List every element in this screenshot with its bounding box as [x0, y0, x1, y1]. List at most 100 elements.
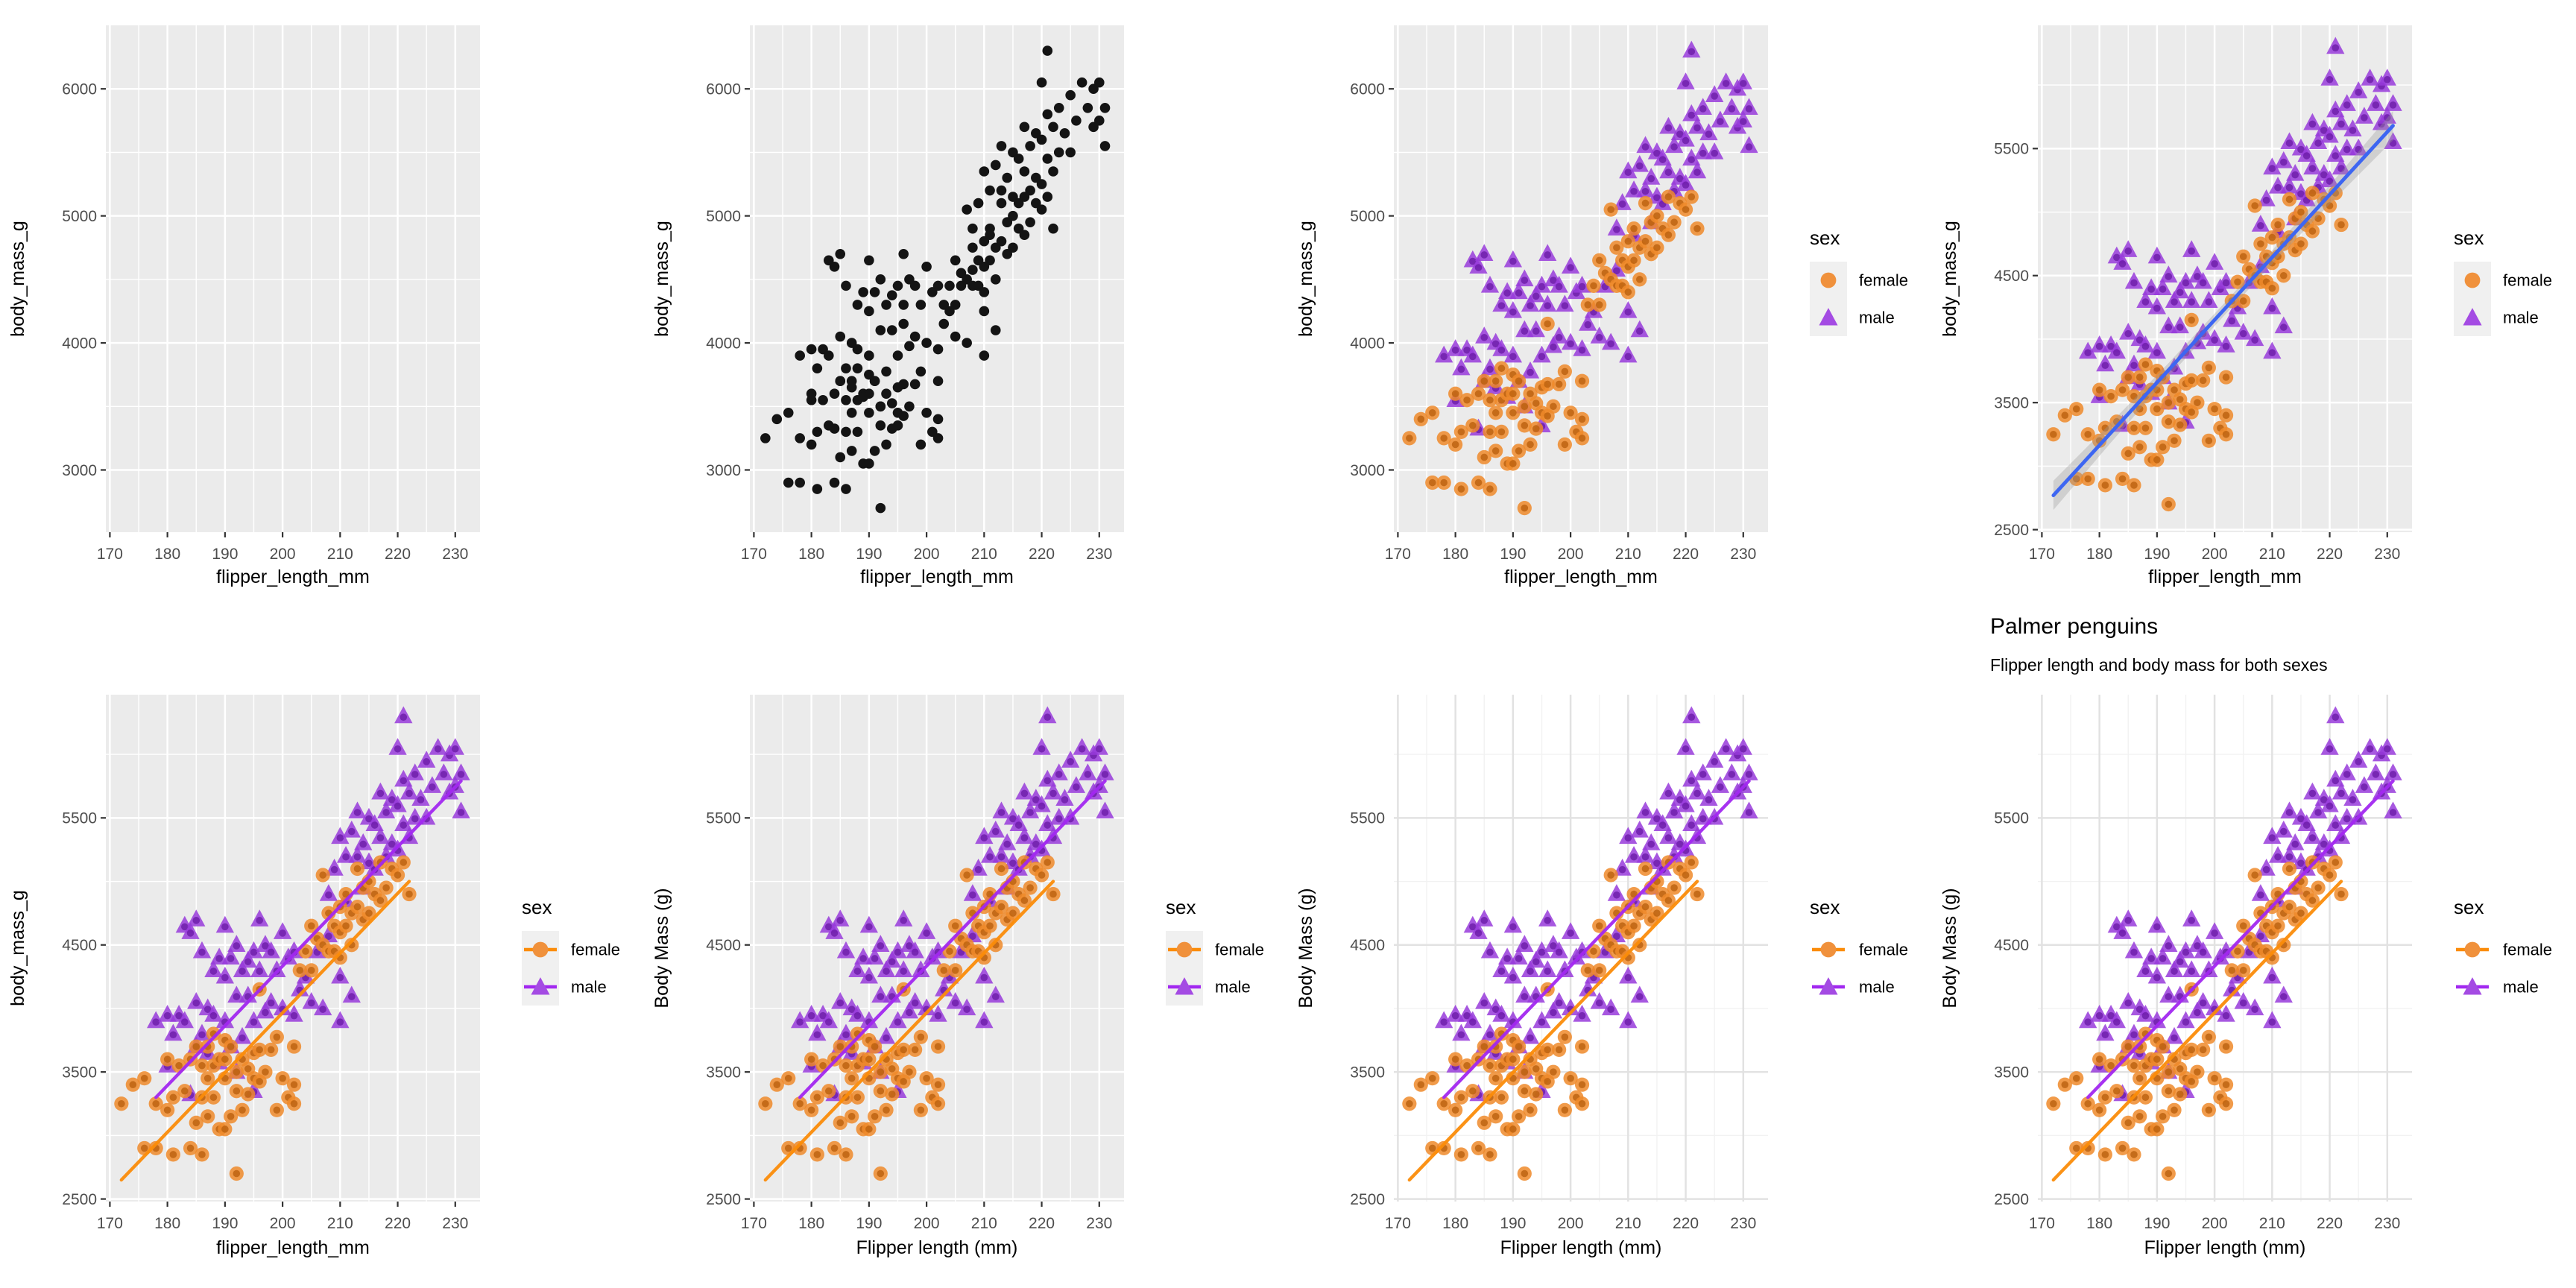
data-point-female-core	[1428, 408, 1436, 417]
legend-key-female-circle-icon	[1820, 941, 1837, 958]
data-point-male-core	[871, 955, 879, 962]
data-point-female-core	[2234, 947, 2241, 956]
data-point	[985, 255, 995, 266]
data-point-female-core	[2222, 1081, 2230, 1089]
y-tick-label: 5500	[1994, 141, 2029, 158]
data-point-male-core	[1688, 713, 1696, 721]
data-point-male-core	[2279, 323, 2288, 331]
x-tick-label: 220	[1029, 546, 1055, 563]
data-point-female-core	[1584, 301, 1592, 309]
data-point-female-core	[2130, 392, 2138, 400]
data-point-female-core	[1474, 479, 1483, 487]
x-tick-label: 180	[154, 546, 180, 563]
data-point-female-core	[2135, 1113, 2144, 1120]
data-point-female-core	[819, 1061, 827, 1070]
data-point-male-core	[2285, 183, 2294, 192]
data-point-male-core	[2308, 834, 2317, 842]
data-point	[1093, 116, 1105, 126]
data-point-male-core	[1705, 130, 1713, 138]
data-point-male-core	[2159, 285, 2167, 293]
data-point-female-core	[2153, 405, 2161, 413]
data-point-male-core	[330, 865, 338, 874]
plot-2-points-svg: 170 180 190 200 210 220 230 3000 4000 5000 6000 fli…	[651, 25, 1124, 587]
data-point-female-core	[1590, 282, 1597, 290]
data-point-male-core	[1664, 168, 1673, 176]
legend-title: sex	[2454, 896, 2484, 918]
data-point-male-core	[969, 891, 976, 899]
data-point-male-core	[2153, 304, 2161, 312]
data-point-male-core	[1670, 143, 1678, 151]
data-point-female-core	[997, 903, 1006, 911]
legend-key-female-circle-icon	[2464, 941, 2481, 958]
data-point	[806, 439, 817, 450]
data-point	[932, 433, 944, 443]
data-point	[904, 401, 915, 412]
data-point-male-core	[163, 1011, 171, 1020]
data-point-male-core	[1699, 815, 1707, 823]
data-point-female-core	[2159, 1043, 2167, 1050]
data-point-male-core	[2188, 298, 2196, 306]
data-point-male-core	[1003, 840, 1011, 848]
data-point-male-core	[2257, 932, 2264, 940]
data-point-male-core	[1480, 251, 1489, 259]
data-point-male-core	[1550, 343, 1557, 351]
data-point-female-core	[2050, 1099, 2057, 1108]
data-point-male-core	[203, 1006, 212, 1013]
data-point-female-core	[1607, 871, 1614, 879]
data-point-female-core	[1532, 1090, 1540, 1098]
data-point	[864, 306, 874, 317]
data-point-male-core	[1664, 834, 1673, 842]
data-point-male-core	[1032, 796, 1040, 804]
data-point-female-core	[2084, 475, 2092, 483]
data-point-male-core	[980, 834, 988, 842]
data-point-male-core	[1711, 758, 1718, 765]
data-point-male-core	[997, 853, 1006, 861]
data-point-female-core	[296, 967, 304, 974]
data-point-male-core	[1463, 346, 1471, 354]
data-point-female-core	[2274, 890, 2282, 898]
data-point-male-core	[2188, 247, 2196, 255]
data-point-female-core	[2130, 424, 2138, 432]
data-point	[979, 166, 990, 177]
data-point-female-core	[1544, 1046, 1552, 1054]
data-point-female-core	[2141, 1093, 2150, 1102]
data-point-male-core	[1578, 1011, 1586, 1020]
data-point-male-core	[1624, 973, 1632, 982]
data-point-female-core	[1521, 1169, 1529, 1178]
x-tick-label: 180	[2086, 546, 2112, 563]
data-point-female-core	[2268, 284, 2276, 292]
x-tick-label: 190	[1500, 1215, 1526, 1232]
data-point-female-core	[946, 947, 953, 956]
data-point-female-core	[302, 947, 309, 956]
data-point-female-core	[244, 1090, 252, 1098]
data-point	[979, 287, 990, 297]
data-point-female-core	[1509, 1126, 1517, 1133]
data-point-male-core	[2332, 777, 2340, 785]
data-point-female-core	[865, 1055, 873, 1063]
legend-label: female	[1215, 941, 1264, 959]
page-title: Palmer penguins	[1990, 614, 2159, 640]
data-point-female-core	[1497, 364, 1506, 372]
data-point-male-core	[2101, 362, 2109, 370]
data-point-male-core	[796, 1018, 804, 1026]
legend-key-male-triangle-icon	[1175, 977, 1194, 995]
data-point-male-core	[1653, 149, 1661, 157]
data-point-male-core	[1038, 802, 1046, 810]
data-point-female-core	[2211, 1074, 2218, 1082]
data-point-male-core	[2355, 89, 2362, 96]
data-point-male-core	[417, 796, 425, 804]
data-point-male-core	[2165, 993, 2173, 1000]
x-tick-label: 210	[1615, 546, 1641, 563]
data-point	[858, 287, 868, 297]
x-axis-title: flipper_length_mm	[216, 1237, 370, 1258]
data-point	[835, 331, 846, 342]
data-point-male-core	[2268, 834, 2276, 842]
data-point-female-core	[842, 1151, 850, 1158]
data-point	[795, 350, 805, 361]
data-point	[898, 411, 909, 421]
data-point-male-core	[1038, 745, 1046, 753]
data-point-male-core	[819, 1011, 827, 1020]
data-point-male-core	[1497, 1011, 1506, 1020]
data-point	[938, 318, 950, 329]
data-point-female-core	[169, 1093, 177, 1102]
